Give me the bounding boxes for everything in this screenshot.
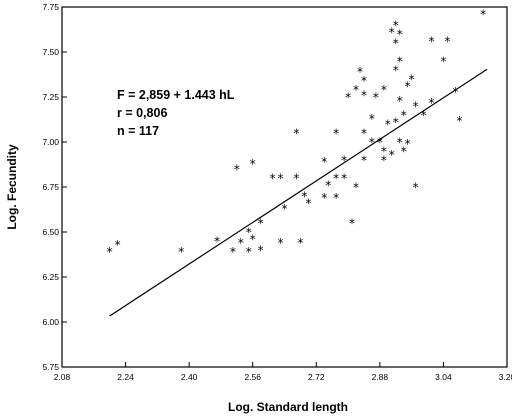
data-point: * (369, 135, 375, 149)
x-tick-label: 2.56 (244, 372, 261, 382)
data-point: * (393, 63, 399, 77)
data-point: * (361, 126, 367, 140)
data-point: * (397, 135, 403, 149)
data-point: * (214, 234, 220, 248)
data-point: * (258, 243, 264, 257)
data-point: * (333, 171, 339, 185)
y-tick-label: 7.25 (42, 92, 59, 102)
data-point: * (270, 171, 276, 185)
sample-size-label: n = 117 (117, 124, 159, 138)
data-point: * (341, 153, 347, 167)
data-point: * (178, 245, 184, 259)
y-tick-label: 6.50 (42, 227, 59, 237)
data-point: * (452, 85, 458, 99)
data-point: * (357, 65, 363, 79)
data-point: * (353, 83, 359, 97)
data-point: * (409, 72, 415, 86)
data-point: * (429, 35, 435, 49)
data-point: * (297, 236, 303, 250)
data-point: * (115, 238, 121, 252)
data-point: * (369, 112, 375, 126)
data-point: * (389, 26, 395, 40)
data-point: * (333, 191, 339, 205)
data-point: * (250, 233, 256, 247)
x-tick-label: 2.40 (181, 372, 198, 382)
data-point: * (413, 180, 419, 194)
regression-line (109, 68, 488, 317)
data-point: * (293, 171, 299, 185)
x-tick-label: 2.88 (372, 372, 389, 382)
y-tick-label: 6.25 (42, 272, 59, 282)
data-point: * (305, 197, 311, 211)
data-point: * (397, 27, 403, 41)
data-point: * (321, 155, 327, 169)
data-point: * (341, 171, 347, 185)
data-point: * (440, 54, 446, 68)
data-point: * (301, 189, 307, 203)
x-axis-title: Log. Standard length (228, 400, 348, 414)
data-point: * (381, 153, 387, 167)
y-tick-label: 7.50 (42, 47, 59, 57)
x-tick-label: 2.72 (308, 372, 325, 382)
data-point: * (405, 137, 411, 151)
data-point: * (444, 35, 450, 49)
data-point: * (278, 236, 284, 250)
y-axis-title: Log. Fecundity (5, 144, 19, 230)
data-point: * (246, 225, 252, 239)
data-point: * (258, 216, 264, 230)
data-point: * (429, 96, 435, 110)
data-point: * (349, 216, 355, 230)
data-point: * (480, 8, 486, 22)
data-point: * (361, 74, 367, 88)
data-point: * (401, 108, 407, 122)
data-point: * (381, 83, 387, 97)
data-point: * (405, 80, 411, 94)
data-point: * (413, 99, 419, 113)
x-axis: 2.08 2.24 2.40 2.56 2.72 2.88 3.04 3.20 (54, 362, 512, 382)
data-point: * (293, 126, 299, 140)
data-point: * (107, 245, 113, 259)
data-point: * (456, 114, 462, 128)
data-point: * (421, 108, 427, 122)
data-point: * (325, 179, 331, 193)
data-point: * (250, 157, 256, 171)
x-tick-label: 2.24 (117, 372, 134, 382)
equation-label: F = 2,859 + 1.443 hL (117, 88, 235, 102)
y-tick-label: 5.75 (42, 362, 59, 372)
data-point: * (230, 245, 236, 259)
data-point: * (393, 18, 399, 32)
data-point: * (373, 90, 379, 104)
x-tick-label: 3.20 (499, 372, 512, 382)
data-point: * (238, 236, 244, 250)
data-point: * (246, 245, 252, 259)
y-tick-label: 6.75 (42, 182, 59, 192)
data-point: * (282, 202, 288, 216)
x-tick-label: 2.08 (54, 372, 71, 382)
data-point: * (278, 171, 284, 185)
data-point: * (333, 126, 339, 140)
data-point: * (361, 89, 367, 103)
data-point: * (389, 148, 395, 162)
y-tick-label: 6.00 (42, 317, 59, 327)
x-tick-label: 3.04 (435, 372, 452, 382)
correlation-label: r = 0,806 (117, 106, 167, 120)
y-tick-label: 7.00 (42, 137, 59, 147)
data-points: ******* *** ****** * *** **** * ** * * * * ** * ******… (107, 8, 486, 260)
data-point: * (345, 90, 351, 104)
data-point: * (385, 117, 391, 131)
data-point: * (361, 153, 367, 167)
data-point: * (381, 144, 387, 158)
data-point: * (234, 162, 240, 176)
data-point: * (397, 94, 403, 108)
data-point: * (401, 144, 407, 158)
data-point: * (393, 36, 399, 50)
data-point: * (321, 191, 327, 205)
data-point: * (353, 180, 359, 194)
y-tick-label: 7.75 (42, 2, 59, 12)
y-axis: 5.75 6.00 6.25 6.50 6.75 7.00 7.25 7.50 7.75 (42, 2, 67, 372)
data-point: * (377, 135, 383, 149)
data-point: * (397, 54, 403, 68)
data-point: * (393, 116, 399, 130)
